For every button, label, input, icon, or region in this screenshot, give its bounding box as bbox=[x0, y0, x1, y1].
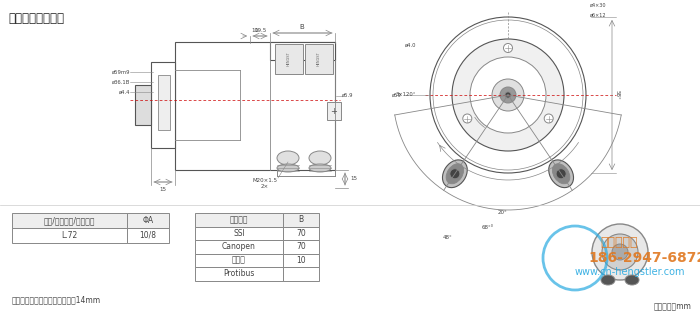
Ellipse shape bbox=[446, 164, 463, 184]
Circle shape bbox=[544, 114, 553, 123]
Text: B: B bbox=[300, 24, 304, 30]
Text: ø4×30: ø4×30 bbox=[590, 3, 606, 8]
Bar bbox=[195, 254, 283, 267]
Text: 58°: 58° bbox=[615, 90, 620, 100]
Circle shape bbox=[452, 39, 564, 151]
Circle shape bbox=[433, 20, 583, 170]
Text: 10: 10 bbox=[251, 28, 258, 33]
Circle shape bbox=[612, 244, 628, 260]
Circle shape bbox=[556, 169, 566, 179]
Bar bbox=[151, 62, 175, 148]
Text: 安装/防护等级/轴－代码: 安装/防护等级/轴－代码 bbox=[43, 216, 95, 225]
Text: 模拟量: 模拟量 bbox=[232, 256, 246, 265]
Text: 西安德伍防: 西安德伍防 bbox=[600, 236, 638, 249]
Text: B: B bbox=[298, 215, 304, 224]
Ellipse shape bbox=[552, 164, 570, 184]
Bar bbox=[195, 267, 283, 281]
Text: ø5.9: ø5.9 bbox=[342, 93, 354, 98]
Ellipse shape bbox=[277, 164, 299, 172]
Text: 推荐的电缆密封管的螺纹长度：14mm: 推荐的电缆密封管的螺纹长度：14mm bbox=[12, 295, 101, 305]
Text: Protibus: Protibus bbox=[223, 269, 255, 278]
Text: 连接：径向双输出: 连接：径向双输出 bbox=[8, 12, 64, 25]
Text: ø59m9: ø59m9 bbox=[111, 69, 130, 74]
Text: www.cn-hengstler.com: www.cn-hengstler.com bbox=[575, 267, 685, 277]
Ellipse shape bbox=[625, 275, 639, 285]
Ellipse shape bbox=[277, 151, 299, 165]
Bar bbox=[195, 240, 283, 254]
Text: ø4.0: ø4.0 bbox=[405, 42, 416, 48]
Ellipse shape bbox=[549, 160, 573, 188]
Circle shape bbox=[450, 169, 460, 179]
Text: SSI: SSI bbox=[233, 229, 245, 238]
Text: M20×1.5: M20×1.5 bbox=[253, 178, 277, 183]
Text: 186-2947-6872: 186-2947-6872 bbox=[588, 251, 700, 265]
Bar bbox=[305, 44, 333, 74]
Text: 单位尺寸：mm: 单位尺寸：mm bbox=[654, 302, 692, 312]
Text: ø59: ø59 bbox=[392, 93, 402, 98]
Text: 2×: 2× bbox=[261, 184, 269, 189]
Bar bbox=[270, 42, 335, 60]
Bar bbox=[275, 44, 303, 74]
Ellipse shape bbox=[601, 275, 615, 285]
Text: 20°: 20° bbox=[498, 210, 508, 215]
Bar bbox=[12, 228, 127, 243]
Text: HENGST: HENGST bbox=[287, 52, 291, 66]
Bar bbox=[175, 42, 335, 170]
Bar bbox=[158, 75, 170, 130]
Text: 10: 10 bbox=[296, 256, 306, 265]
Circle shape bbox=[470, 57, 546, 133]
Bar bbox=[283, 240, 319, 254]
Circle shape bbox=[430, 17, 586, 173]
Ellipse shape bbox=[309, 164, 331, 172]
Text: 电气接口: 电气接口 bbox=[230, 215, 248, 224]
Text: 15: 15 bbox=[160, 187, 167, 192]
Text: 68°⁰: 68°⁰ bbox=[482, 225, 494, 230]
Bar bbox=[135, 85, 151, 125]
Text: ø6×12: ø6×12 bbox=[590, 12, 606, 17]
Circle shape bbox=[602, 234, 638, 270]
Text: L.72: L.72 bbox=[62, 231, 78, 240]
Bar bbox=[327, 102, 341, 120]
Text: HENGST: HENGST bbox=[317, 52, 321, 66]
Bar bbox=[283, 213, 319, 227]
Circle shape bbox=[592, 224, 648, 280]
Text: 19.5: 19.5 bbox=[254, 28, 266, 33]
Bar bbox=[283, 267, 319, 281]
Bar bbox=[283, 227, 319, 240]
Ellipse shape bbox=[442, 160, 468, 188]
Text: 3×120°: 3×120° bbox=[395, 93, 416, 98]
Text: ø4.4: ø4.4 bbox=[118, 89, 130, 94]
Text: ΦA: ΦA bbox=[142, 216, 153, 225]
Text: 15: 15 bbox=[350, 177, 357, 182]
Bar bbox=[12, 213, 127, 228]
Text: 10/8: 10/8 bbox=[139, 231, 157, 240]
Text: 48°: 48° bbox=[443, 235, 453, 240]
Bar bbox=[283, 254, 319, 267]
Circle shape bbox=[463, 114, 472, 123]
Bar bbox=[127, 228, 169, 243]
Text: 70: 70 bbox=[296, 229, 306, 238]
Bar bbox=[127, 213, 169, 228]
Ellipse shape bbox=[309, 151, 331, 165]
Circle shape bbox=[500, 87, 516, 103]
Bar bbox=[195, 213, 283, 227]
Circle shape bbox=[503, 43, 512, 53]
Text: ø36.1B: ø36.1B bbox=[111, 80, 130, 85]
Text: 70: 70 bbox=[296, 242, 306, 251]
Circle shape bbox=[505, 92, 511, 98]
Bar bbox=[195, 227, 283, 240]
Text: +: + bbox=[330, 107, 337, 115]
Text: Canopen: Canopen bbox=[222, 242, 256, 251]
Circle shape bbox=[492, 79, 524, 111]
